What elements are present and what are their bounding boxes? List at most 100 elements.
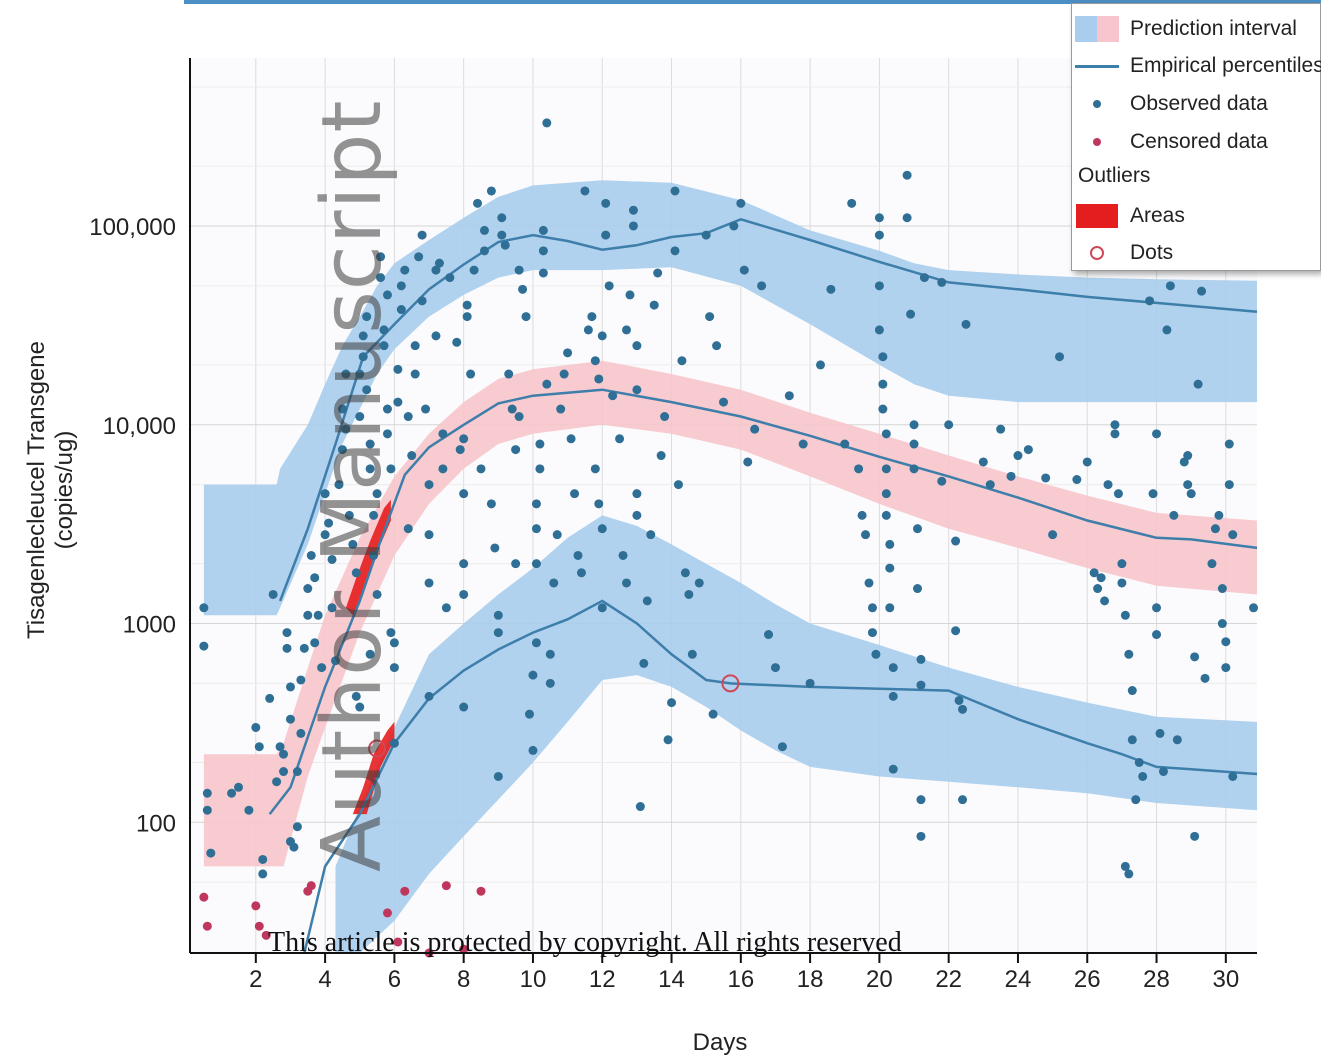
observed-point [881,429,891,439]
observed-point [341,369,351,379]
observed-point [511,559,521,569]
observed-point [227,788,237,798]
observed-points [199,118,1259,879]
copyright-notice: This article is protected by copyright. … [268,927,902,958]
outlier-area [345,499,391,616]
observed-point [289,842,299,852]
observed-point [407,451,417,461]
observed-point [757,281,767,291]
observed-point [594,499,604,509]
observed-point [424,691,434,701]
observed-point [462,300,472,310]
observed-point [646,530,656,540]
legend-label: Dots [1130,241,1174,264]
percentile-line-swatch [1072,52,1122,80]
observed-point [559,369,569,379]
observed-point [1089,568,1099,578]
observed-point [784,391,794,401]
observed-point [587,312,597,322]
observed-point [1221,663,1231,673]
observed-point [310,573,320,583]
observed-point [538,246,548,256]
observed-point [417,230,427,240]
x-tick-label: 8 [457,966,470,993]
observed-point [888,691,898,701]
observed-point [531,559,541,569]
observed-point [1155,728,1165,738]
observed-point [199,603,209,613]
observed-point [531,524,541,534]
observed-point [1172,735,1182,745]
observed-point [608,391,618,401]
observed-point [365,439,375,449]
observed-point [531,499,541,509]
observed-point [1041,473,1051,483]
observed-point [279,749,289,759]
observed-point [403,524,413,534]
observed-point [1103,480,1113,490]
prediction-interval-lower [335,515,1257,953]
observed-point [282,628,292,638]
observed-point [680,568,690,578]
observed-point [881,464,891,474]
observed-point [310,638,320,648]
observed-point [580,186,590,196]
observed-point [874,281,884,291]
censored-point [306,881,316,891]
observed-point [639,658,649,668]
observed-point [985,480,995,490]
observed-point [888,663,898,673]
observed-point [736,198,746,208]
observed-point [597,331,607,341]
observed-point [362,385,372,395]
observed-point [379,341,389,351]
observed-point [490,543,500,553]
observed-point [1006,471,1016,481]
observed-point [615,434,625,444]
observed-point [916,680,926,690]
observed-point [351,691,361,701]
observed-point [618,550,628,560]
observed-point [1131,795,1141,805]
censored-point [199,892,209,902]
observed-point [663,735,673,745]
censored-point [476,886,486,896]
observed-point [1183,480,1193,490]
observed-point [705,312,715,322]
y-tick-label: 100,000 [89,214,176,241]
observed-point [244,805,254,815]
observed-point [871,649,881,659]
censored-point [400,886,410,896]
observed-point [431,331,441,341]
observed-point [279,767,289,777]
observed-point [597,524,607,534]
observed-point [874,230,884,240]
observed-point [327,554,337,564]
observed-point [1224,439,1234,449]
observed-point [403,412,413,422]
observed-point [469,265,479,275]
observed-point [840,439,850,449]
observed-point [331,656,340,666]
observed-point [885,603,895,613]
observed-point [1117,559,1127,569]
observed-point [459,589,469,599]
observed-point [424,578,434,588]
outlier-dot [721,674,740,693]
observed-point [951,626,961,636]
y-axis-title: Tisagenlecleucel Transgene (copies/ug) [23,341,78,639]
observed-point [538,268,548,278]
observed-point [632,341,642,351]
observed-point [389,738,399,748]
observed-point [1165,281,1175,291]
observed-point [854,464,864,474]
legend-label: Empirical percentiles [1130,54,1321,77]
observed-point [958,704,968,714]
observed-point [525,709,534,719]
observed-point [913,584,922,594]
observed-point [424,530,434,540]
observed-point [622,578,631,588]
observed-point [337,445,347,455]
observed-point [552,530,562,540]
observed-point [1186,489,1196,499]
